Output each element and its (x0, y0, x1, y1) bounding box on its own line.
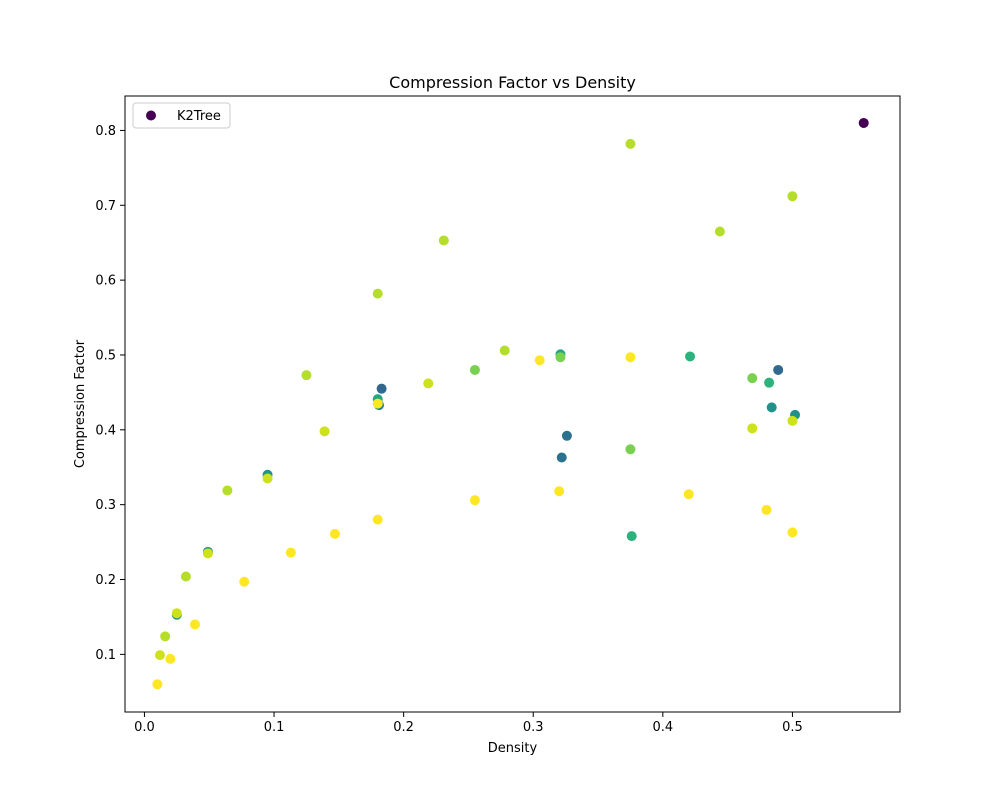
data-point (555, 352, 566, 363)
y-tick-label: 0.1 (95, 648, 116, 663)
y-tick-label: 0.4 (95, 423, 116, 438)
data-point (683, 489, 694, 500)
data-point (469, 364, 480, 375)
data-point (372, 514, 383, 525)
data-point (180, 571, 191, 582)
data-point (189, 619, 200, 630)
x-tick-label: 0.2 (393, 720, 414, 735)
y-tick-label: 0.7 (95, 199, 116, 214)
data-point (556, 452, 567, 463)
data-point (761, 504, 772, 515)
x-tick-label: 0.5 (782, 720, 803, 735)
y-axis-label: Compression Factor (73, 339, 88, 468)
data-point (764, 377, 775, 388)
data-point (202, 548, 213, 559)
data-point (787, 415, 798, 426)
legend-label: K2Tree (177, 109, 221, 124)
x-tick-label: 0.1 (264, 720, 285, 735)
data-point (625, 352, 636, 363)
data-point (171, 608, 182, 619)
data-point (773, 364, 784, 375)
data-point (154, 650, 165, 661)
points-layer (152, 117, 869, 690)
data-point (372, 288, 383, 299)
data-point (747, 423, 758, 434)
data-point (160, 631, 171, 642)
data-point (626, 531, 637, 542)
chart-title: Compression Factor vs Density (389, 73, 636, 92)
data-point (423, 378, 434, 389)
x-axis-label: Density (488, 741, 538, 756)
data-point (625, 138, 636, 149)
plot-frame (124, 95, 901, 713)
data-point (561, 430, 572, 441)
data-point (685, 351, 696, 362)
y-tick-label: 0.5 (95, 348, 116, 363)
legend: K2Tree (132, 102, 231, 129)
x-tick-label: 0.3 (523, 720, 544, 735)
y-tick-label: 0.8 (95, 124, 116, 139)
data-point (376, 383, 387, 394)
data-point (285, 547, 296, 558)
data-point (858, 117, 869, 128)
data-point (787, 527, 798, 538)
y-tick-label: 0.6 (95, 274, 116, 289)
data-point (766, 402, 777, 413)
data-point (469, 495, 480, 506)
data-point (554, 486, 565, 497)
data-point (499, 345, 510, 356)
data-point (319, 426, 330, 437)
x-tick-label: 0.0 (134, 720, 155, 735)
data-point (787, 191, 798, 202)
data-point (534, 355, 545, 366)
data-point (222, 485, 233, 496)
y-tick-label: 0.2 (95, 573, 116, 588)
y-axis: 0.1 0.2 0.3 0.4 0.5 0.6 0.7 0.8 (95, 124, 125, 663)
data-point (262, 473, 273, 484)
data-point (714, 226, 725, 237)
data-point (625, 444, 636, 455)
data-point (152, 679, 163, 690)
data-point (239, 576, 250, 587)
legend-marker (146, 110, 156, 121)
data-point (372, 398, 383, 409)
data-point (301, 370, 312, 381)
data-point (329, 528, 340, 539)
legend-box (132, 102, 231, 129)
y-tick-label: 0.3 (95, 498, 116, 513)
data-point (747, 373, 758, 384)
data-point (165, 653, 176, 664)
x-tick-label: 0.4 (652, 720, 673, 735)
x-axis: 0.0 0.1 0.2 0.3 0.4 0.5 (134, 712, 803, 735)
data-point (438, 235, 449, 246)
